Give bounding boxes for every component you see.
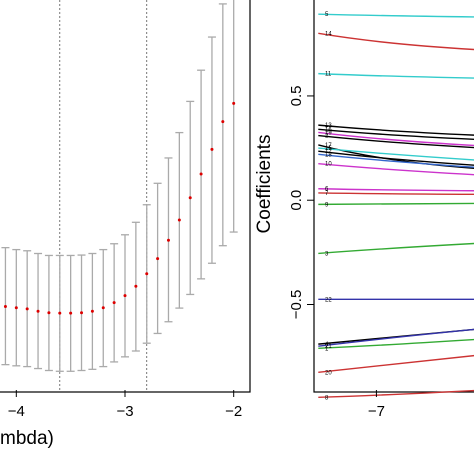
path-label-17: 17 bbox=[325, 143, 332, 149]
coefficient-path-3 bbox=[318, 242, 474, 255]
left-x-tick-label: −2 bbox=[225, 403, 242, 420]
cv-point-14 bbox=[145, 272, 149, 276]
right-y-axis-title: Coefficients bbox=[254, 135, 275, 234]
path-label-21: 21 bbox=[325, 344, 332, 350]
coefficient-paths bbox=[318, 13, 474, 398]
cv-point-6 bbox=[58, 311, 62, 315]
coefficient-path-19 bbox=[318, 131, 474, 147]
cv-points bbox=[3, 101, 236, 315]
path-label-12: 12 bbox=[325, 149, 332, 155]
cv-point-13 bbox=[134, 284, 138, 288]
coefficient-path-16 bbox=[318, 128, 474, 140]
right-y-axis: 0.5 0.0 −0.5 bbox=[288, 86, 314, 320]
cv-point-19 bbox=[199, 172, 203, 176]
coefficient-path-13 bbox=[318, 124, 474, 136]
cv-point-9 bbox=[90, 309, 94, 313]
cv-point-10 bbox=[101, 306, 105, 310]
coefficient-path-1 bbox=[318, 338, 474, 349]
cv-point-20 bbox=[210, 147, 214, 151]
path-label-2: 2 bbox=[325, 134, 329, 140]
right-x-axis: −7 bbox=[368, 390, 385, 420]
path-label-11: 11 bbox=[325, 72, 332, 78]
path-label-3: 3 bbox=[325, 251, 329, 257]
error-bars bbox=[1, 0, 238, 372]
cv-point-22 bbox=[232, 101, 236, 105]
cv-point-8 bbox=[80, 311, 84, 315]
coefficient-path-7 bbox=[318, 192, 474, 196]
left-x-tick-label: −3 bbox=[116, 403, 133, 420]
cv-point-5 bbox=[47, 311, 51, 315]
right-y-tick-label: 0.0 bbox=[288, 190, 305, 211]
path-label-14: 14 bbox=[325, 31, 332, 37]
coefficient-path-14 bbox=[318, 32, 474, 51]
path-label-6: 6 bbox=[325, 187, 329, 193]
path-label-15: 15 bbox=[325, 146, 332, 152]
cv-point-1 bbox=[3, 305, 7, 309]
right-y-tick-label: 0.5 bbox=[288, 86, 305, 107]
cv-point-4 bbox=[36, 309, 40, 313]
path-label-9: 9 bbox=[325, 202, 329, 208]
cv-point-15 bbox=[156, 257, 160, 261]
path-label-7: 7 bbox=[325, 191, 329, 197]
path-label-18: 18 bbox=[325, 152, 332, 158]
coefficient-path-11 bbox=[318, 72, 474, 79]
left-x-tick-label: −4 bbox=[8, 403, 25, 420]
right-y-tick-label: −0.5 bbox=[288, 290, 305, 320]
coefficient-path-20 bbox=[318, 354, 474, 373]
cv-error-panel: −4 −3 −2 mbda) bbox=[0, 0, 251, 449]
cv-point-21 bbox=[221, 120, 225, 124]
cv-point-18 bbox=[188, 196, 192, 200]
cv-point-2 bbox=[14, 306, 18, 310]
path-label-16: 16 bbox=[325, 127, 332, 133]
path-label-13: 13 bbox=[325, 123, 332, 129]
path-label-4: 4 bbox=[325, 342, 329, 348]
right-plot-frame bbox=[313, 0, 474, 393]
coefficient-path-12 bbox=[318, 150, 474, 166]
coefficient-path-8 bbox=[318, 389, 474, 398]
path-label-20: 20 bbox=[325, 370, 332, 376]
coefficient-path-10 bbox=[318, 163, 474, 176]
left-x-axis: −4 −3 −2 bbox=[8, 390, 242, 420]
coefficient-path-9 bbox=[318, 202, 474, 206]
coefficient-path-5 bbox=[318, 13, 474, 18]
coefficient-path-21 bbox=[318, 328, 474, 347]
path-label-22: 22 bbox=[325, 297, 332, 303]
cv-point-17 bbox=[177, 218, 181, 222]
coefficient-path-18 bbox=[318, 153, 474, 168]
coefficient-path-6 bbox=[318, 188, 474, 192]
left-plot-frame bbox=[0, 0, 251, 393]
path-label-10: 10 bbox=[325, 162, 332, 168]
path-label-19: 19 bbox=[325, 130, 332, 136]
left-x-axis-title: mbda) bbox=[0, 428, 54, 449]
right-x-tick-label: −7 bbox=[368, 403, 385, 420]
coefficient-path-15 bbox=[318, 147, 474, 161]
path-label-5: 5 bbox=[325, 12, 329, 18]
coefficient-path-2 bbox=[318, 134, 474, 149]
cv-point-12 bbox=[123, 294, 127, 298]
cv-point-3 bbox=[25, 307, 29, 311]
cv-point-11 bbox=[112, 301, 116, 305]
path-label-8: 8 bbox=[325, 395, 329, 401]
path-label-1: 1 bbox=[325, 346, 329, 352]
cv-point-16 bbox=[166, 238, 170, 242]
coefficient-path-4 bbox=[318, 328, 474, 345]
cv-point-7 bbox=[69, 311, 73, 315]
